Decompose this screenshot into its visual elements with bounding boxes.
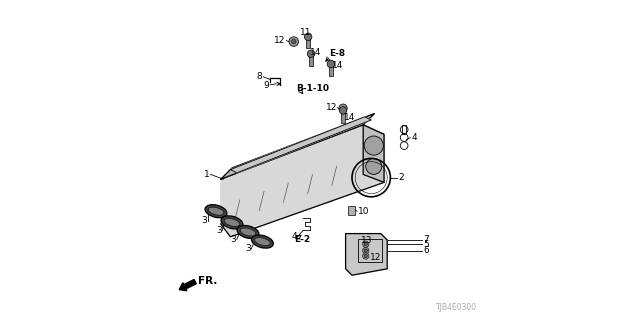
- Circle shape: [366, 158, 381, 174]
- Circle shape: [339, 107, 347, 114]
- Ellipse shape: [252, 235, 273, 248]
- Ellipse shape: [240, 228, 256, 236]
- Text: 1: 1: [204, 170, 210, 179]
- Text: 6: 6: [423, 246, 429, 255]
- Circle shape: [362, 247, 369, 254]
- FancyArrow shape: [179, 279, 196, 291]
- Ellipse shape: [255, 238, 270, 245]
- Polygon shape: [221, 125, 384, 237]
- Polygon shape: [364, 125, 384, 182]
- Circle shape: [364, 254, 367, 258]
- Ellipse shape: [224, 219, 240, 226]
- Text: B-1-10: B-1-10: [296, 84, 329, 93]
- Text: 12: 12: [371, 253, 381, 262]
- Text: 9: 9: [264, 81, 269, 90]
- Ellipse shape: [221, 216, 243, 229]
- Polygon shape: [230, 117, 371, 173]
- Text: 5: 5: [423, 240, 429, 249]
- Circle shape: [364, 249, 367, 252]
- Text: 14: 14: [310, 48, 322, 57]
- Text: E-8: E-8: [330, 49, 346, 58]
- Text: 3: 3: [202, 216, 207, 225]
- Circle shape: [362, 241, 369, 247]
- Text: 12: 12: [326, 103, 337, 112]
- Circle shape: [305, 33, 312, 41]
- Text: E-2: E-2: [294, 235, 310, 244]
- Circle shape: [362, 253, 369, 259]
- Bar: [329, 64, 333, 76]
- Circle shape: [289, 37, 298, 46]
- Ellipse shape: [237, 226, 259, 238]
- Text: TJB4E0300: TJB4E0300: [436, 303, 477, 312]
- Circle shape: [364, 136, 383, 155]
- Text: 13: 13: [362, 236, 372, 245]
- Text: 2: 2: [398, 173, 404, 182]
- Text: FR.: FR.: [198, 276, 217, 286]
- Circle shape: [339, 104, 347, 112]
- Circle shape: [292, 39, 296, 44]
- Polygon shape: [221, 114, 374, 179]
- Circle shape: [364, 243, 367, 246]
- Circle shape: [327, 60, 335, 68]
- Ellipse shape: [205, 205, 227, 218]
- Text: 12: 12: [275, 36, 285, 44]
- Ellipse shape: [208, 207, 224, 215]
- Text: 7: 7: [423, 236, 429, 244]
- Bar: [341, 110, 345, 123]
- Bar: [306, 37, 310, 48]
- Text: 4: 4: [291, 232, 297, 241]
- Text: 4: 4: [412, 133, 417, 142]
- Bar: [348, 206, 355, 215]
- Text: 3: 3: [230, 235, 236, 244]
- Circle shape: [307, 50, 315, 58]
- Bar: [309, 54, 313, 66]
- Text: 14: 14: [332, 61, 343, 70]
- Text: 3: 3: [245, 244, 251, 253]
- Text: 14: 14: [344, 113, 355, 122]
- Text: 10: 10: [358, 207, 369, 216]
- Bar: [358, 239, 383, 262]
- Polygon shape: [346, 234, 387, 275]
- Text: 11: 11: [300, 28, 311, 37]
- Text: 3: 3: [216, 226, 222, 235]
- Text: 8: 8: [257, 72, 262, 81]
